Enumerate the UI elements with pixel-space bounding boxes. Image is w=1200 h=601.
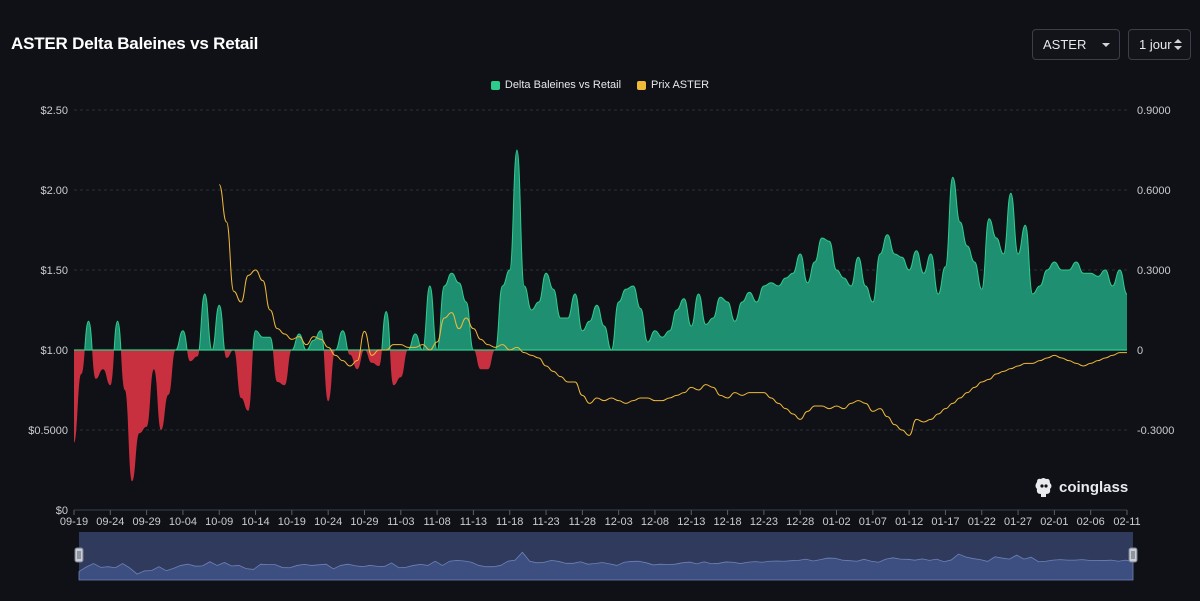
- legend-item-price[interactable]: Prix ASTER: [637, 79, 709, 91]
- x-tick-label: 01-17: [931, 516, 959, 528]
- x-tick-label: 12-23: [750, 516, 778, 528]
- y-right-tick-label: 0.6000: [1137, 185, 1171, 197]
- legend-item-delta[interactable]: Delta Baleines vs Retail: [490, 79, 622, 91]
- brand-label: coinglass: [1059, 478, 1129, 496]
- x-tick-label: 02-01: [1040, 516, 1068, 528]
- x-tick-label: 11-28: [569, 516, 596, 528]
- y-left-tick-label: $0.5000: [28, 425, 68, 437]
- y-left-tick-label: $1.50: [40, 265, 68, 277]
- y-right-tick-label: 0: [1137, 345, 1143, 357]
- navigator-handle-right[interactable]: [1128, 547, 1138, 563]
- delta-area-series: [74, 149, 1128, 482]
- legend-label-price: Prix ASTER: [651, 79, 710, 91]
- y-right-tick-label: 0.9000: [1137, 105, 1171, 117]
- x-tick-label: 10-09: [205, 516, 233, 528]
- legend-swatch-delta: [490, 80, 500, 90]
- x-tick-label: 01-07: [859, 516, 887, 528]
- x-tick-label: 01-22: [968, 516, 996, 528]
- x-tick-label: 11-23: [532, 516, 559, 528]
- interval-select-value: 1 jour: [1139, 37, 1172, 52]
- x-tick-label: 02-11: [1113, 516, 1140, 528]
- x-tick-label: 10-24: [314, 516, 342, 528]
- y-right-tick-label: -0.3000: [1137, 425, 1174, 437]
- y-left-tick-label: $2.50: [40, 105, 68, 117]
- coin-select-value: ASTER: [1043, 37, 1087, 52]
- x-tick-label: 09-29: [133, 516, 161, 528]
- range-navigator[interactable]: [74, 532, 1138, 581]
- x-tick-label: 10-14: [241, 516, 269, 528]
- coinglass-logo: coinglass: [1032, 476, 1128, 498]
- x-axis: 09-19 09-24 09-29 10-04 10-09 10-14 10-19 10-24…: [60, 509, 1141, 528]
- navigator-handle-left[interactable]: [74, 547, 84, 563]
- x-tick-label: 09-19: [60, 516, 88, 528]
- x-tick-label: 12-13: [677, 516, 705, 528]
- x-tick-label: 11-03: [387, 516, 414, 528]
- coin-select[interactable]: ASTER: [1032, 29, 1120, 60]
- chevron-down-icon: [1102, 43, 1110, 47]
- y-axis-right: -0.3000 0 0.3000 0.6000 0.9000: [1137, 105, 1174, 437]
- interval-select[interactable]: 1 jour: [1128, 29, 1191, 60]
- x-tick-label: 11-18: [496, 516, 523, 528]
- delta-line: [84, 149, 1128, 350]
- coinglass-logo-icon: [1035, 478, 1052, 497]
- x-tick-label: 01-02: [822, 516, 850, 528]
- navigator-series: [78, 551, 1134, 581]
- x-tick-label: 02-06: [1077, 516, 1105, 528]
- delta-positive-area: [74, 150, 1127, 350]
- x-tick-label: 12-28: [786, 516, 814, 528]
- x-tick-label: 10-29: [350, 516, 378, 528]
- y-left-tick-label: $0: [56, 505, 68, 517]
- chart-legend: Delta Baleines vs Retail Prix ASTER: [0, 79, 1200, 91]
- spinner-arrows-icon: [1174, 39, 1182, 51]
- price-line: [218, 184, 1127, 436]
- legend-swatch-price: [637, 80, 647, 90]
- x-tick-label: 11-13: [460, 516, 487, 528]
- x-tick-label: 12-08: [641, 516, 669, 528]
- y-axis-left: $0 $0.5000 $1.00 $1.50 $2.00 $2.50: [28, 105, 68, 517]
- y-left-tick-label: $1.00: [40, 345, 68, 357]
- price-line-series: [218, 184, 1127, 436]
- x-tick-label: 10-04: [169, 516, 197, 528]
- x-tick-label: 01-27: [1004, 516, 1032, 528]
- x-tick-label: 12-18: [714, 516, 742, 528]
- x-tick-label: 12-03: [605, 516, 633, 528]
- y-right-tick-label: 0.3000: [1137, 265, 1171, 277]
- x-tick-label: 11-08: [423, 516, 450, 528]
- legend-label-delta: Delta Baleines vs Retail: [504, 79, 622, 91]
- x-tick-label: 09-24: [96, 516, 124, 528]
- x-tick-label: 01-12: [895, 516, 923, 528]
- x-tick-label: 10-19: [278, 516, 306, 528]
- page-title: ASTER Delta Baleines vs Retail: [11, 34, 259, 53]
- y-left-tick-label: $2.00: [40, 185, 68, 197]
